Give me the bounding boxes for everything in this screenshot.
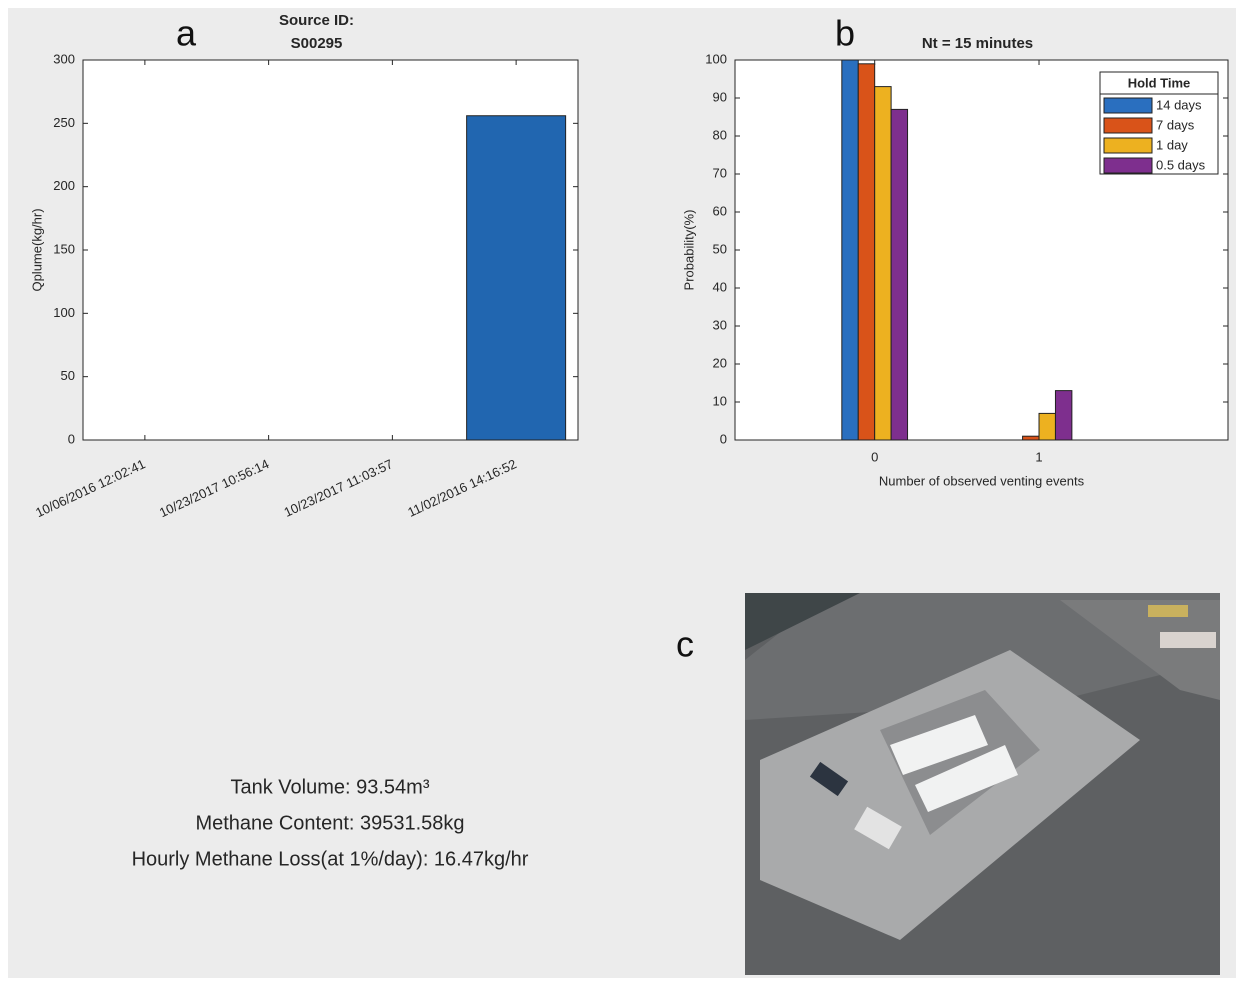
bar [874, 86, 892, 441]
bar [1022, 435, 1040, 441]
y-tick-label: 50 [713, 241, 727, 256]
y-tick-label: 0 [68, 431, 75, 446]
bar [1054, 390, 1073, 441]
y-tick-label: 20 [713, 355, 727, 370]
x-axis-label: Number of observed venting events [879, 473, 1085, 488]
panel-label: a [176, 13, 197, 54]
bar [466, 115, 567, 441]
y-tick-label: 60 [713, 203, 727, 218]
y-tick-label: 90 [713, 89, 727, 104]
y-tick-label: 300 [53, 51, 75, 66]
bar [841, 59, 859, 441]
legend-swatch [1103, 97, 1153, 114]
y-tick-label: 200 [53, 178, 75, 193]
y-tick-label: 50 [61, 368, 75, 383]
panel-label: b [835, 13, 855, 54]
chart-title: Nt = 15 minutes [922, 35, 1033, 52]
legend-label: 1 day [1156, 137, 1188, 152]
legend-label: 14 days [1156, 97, 1202, 112]
legend-label: 7 days [1156, 117, 1195, 132]
legend-swatch [1103, 137, 1153, 154]
x-tick-label: 0 [871, 449, 878, 464]
panel-label: c [676, 624, 694, 665]
chart-title: Source ID: [279, 12, 354, 29]
y-tick-label: 250 [53, 115, 75, 130]
y-tick-label: 70 [713, 165, 727, 180]
chart-subtitle: S00295 [291, 35, 343, 52]
info-text: Methane Content: 39531.58kg [195, 812, 464, 834]
legend-title: Hold Time [1128, 75, 1191, 90]
bar [890, 108, 909, 441]
y-tick-label: 80 [713, 127, 727, 142]
y-tick-label: 0 [720, 431, 727, 446]
info-text: Tank Volume: 93.54m³ [231, 776, 430, 798]
y-tick-label: 150 [53, 241, 75, 256]
y-tick-label: 40 [713, 279, 727, 294]
legend-label: 0.5 days [1156, 157, 1206, 172]
y-tick-label: 10 [713, 393, 727, 408]
bar [1038, 412, 1056, 441]
legend-swatch [1103, 157, 1153, 174]
y-tick-label: 100 [705, 51, 727, 66]
info-text: Hourly Methane Loss(at 1%/day): 16.47kg/… [132, 848, 529, 870]
y-tick-label: 100 [53, 305, 75, 320]
x-tick-label: 1 [1035, 449, 1042, 464]
legend-swatch [1103, 117, 1153, 134]
y-axis-label: Probability(%) [681, 210, 696, 291]
bar [857, 63, 876, 441]
y-axis-label: Qplume(kg/hr) [29, 208, 44, 291]
aerial-photo [745, 593, 1220, 975]
y-tick-label: 30 [713, 317, 727, 332]
